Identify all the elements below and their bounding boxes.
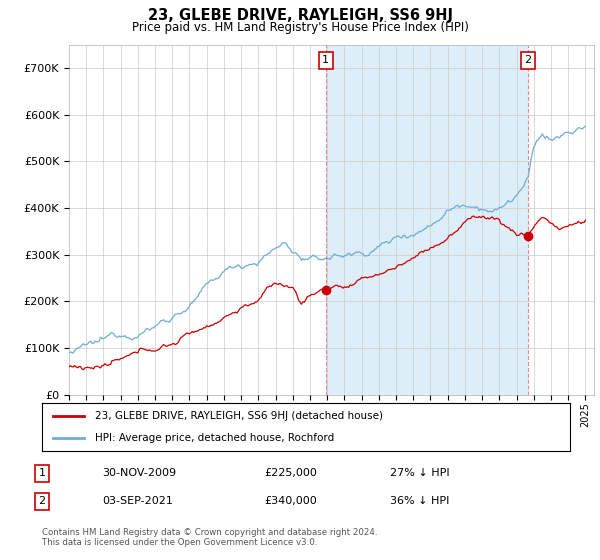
Text: £225,000: £225,000 [264,468,317,478]
Text: 2: 2 [524,55,532,66]
Text: 2: 2 [38,496,46,506]
Text: 03-SEP-2021: 03-SEP-2021 [102,496,173,506]
Text: 30-NOV-2009: 30-NOV-2009 [102,468,176,478]
Text: Contains HM Land Registry data © Crown copyright and database right 2024.
This d: Contains HM Land Registry data © Crown c… [42,528,377,547]
Text: 27% ↓ HPI: 27% ↓ HPI [390,468,449,478]
Text: 1: 1 [38,468,46,478]
Text: 1: 1 [322,55,329,66]
Bar [326,45,528,395]
Text: HPI: Average price, detached house, Rochford: HPI: Average price, detached house, Roch… [95,433,334,443]
Text: £340,000: £340,000 [264,496,317,506]
Text: Price paid vs. HM Land Registry's House Price Index (HPI): Price paid vs. HM Land Registry's House … [131,21,469,34]
Text: 36% ↓ HPI: 36% ↓ HPI [390,496,449,506]
Text: 23, GLEBE DRIVE, RAYLEIGH, SS6 9HJ (detached house): 23, GLEBE DRIVE, RAYLEIGH, SS6 9HJ (deta… [95,411,383,421]
Text: 23, GLEBE DRIVE, RAYLEIGH, SS6 9HJ: 23, GLEBE DRIVE, RAYLEIGH, SS6 9HJ [148,8,452,24]
